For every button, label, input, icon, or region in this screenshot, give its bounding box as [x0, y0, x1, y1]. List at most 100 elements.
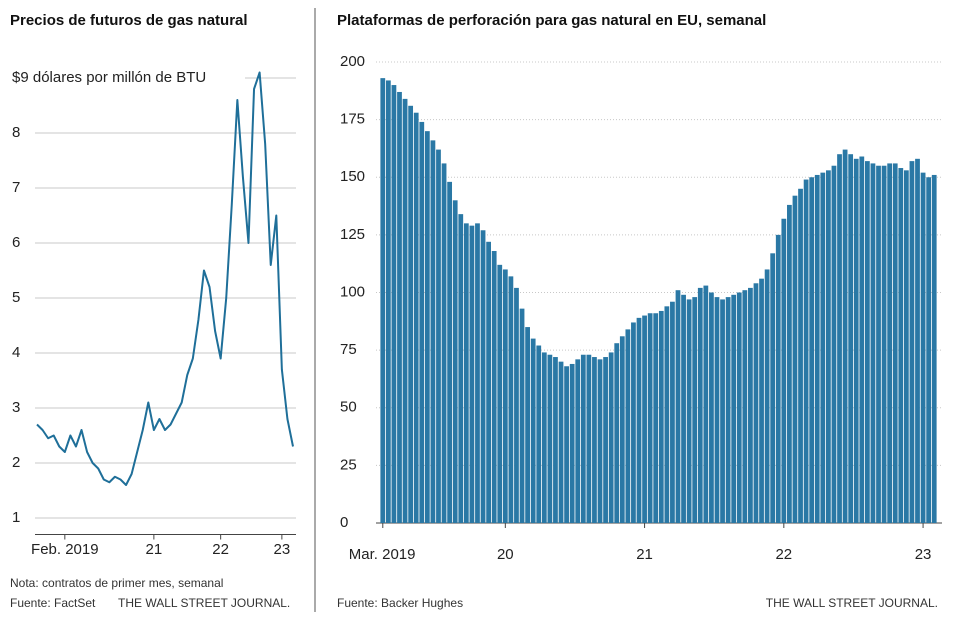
- bar: [541, 352, 547, 523]
- bar: [508, 276, 514, 523]
- y-tick-label: 200: [340, 53, 365, 70]
- bar: [653, 313, 659, 523]
- bar: [670, 301, 675, 523]
- bar: [787, 204, 792, 523]
- y-tick-label: 3: [12, 399, 20, 416]
- bar: [642, 315, 647, 523]
- bar: [692, 297, 698, 523]
- y-tick-label: 25: [340, 456, 357, 473]
- y-tick-label: 8: [12, 124, 20, 141]
- bar: [469, 225, 475, 523]
- bar: [486, 241, 491, 524]
- bar: [720, 299, 725, 523]
- x-tick-label: Feb. 2019: [31, 541, 99, 558]
- bar: [452, 200, 458, 524]
- bar: [536, 345, 542, 523]
- credit: THE WALL STREET JOURNAL.: [766, 596, 938, 610]
- bar: [859, 156, 865, 523]
- bar: [753, 283, 759, 523]
- bar: [820, 172, 826, 523]
- chart-title: Plataformas de perforación para gas natu…: [337, 12, 766, 29]
- bar: [876, 165, 881, 523]
- bar: [714, 297, 720, 523]
- bar: [864, 161, 870, 524]
- y-tick-label: 150: [340, 168, 365, 185]
- bar: [926, 177, 932, 523]
- bar: [397, 91, 402, 523]
- x-tick-label: 22: [212, 541, 229, 558]
- y-tick-label: 0: [340, 514, 348, 531]
- source: Fuente: Backer Hughes: [337, 596, 463, 610]
- chart-title: Precios de futuros de gas natural: [10, 12, 248, 29]
- x-tick-label: Mar. 2019: [349, 546, 416, 563]
- y-tick-label: $9 dólares por millón de BTU: [12, 69, 206, 86]
- bar: [898, 168, 904, 523]
- bar: [853, 158, 859, 523]
- bar: [826, 170, 831, 523]
- bar: [697, 287, 703, 523]
- bar: [848, 154, 854, 523]
- bar: [920, 172, 926, 523]
- bar: [658, 310, 664, 523]
- bar: [909, 161, 915, 524]
- bar: [631, 322, 636, 523]
- bar: [831, 165, 837, 523]
- line: [36, 71, 294, 486]
- bar: [686, 299, 692, 523]
- y-tick-label: 100: [340, 283, 365, 300]
- bar: [385, 80, 391, 523]
- bar: [614, 343, 620, 523]
- bar: [792, 195, 798, 523]
- x-tick-label: 23: [915, 546, 932, 563]
- bar: [463, 223, 469, 523]
- bar: [402, 98, 408, 523]
- bar: [664, 306, 670, 523]
- bar: [748, 287, 753, 523]
- bar: [475, 223, 480, 523]
- bar: [391, 85, 397, 524]
- bar: [597, 359, 603, 523]
- bar: [575, 359, 581, 523]
- bar: [881, 165, 887, 523]
- x-tick-label: 20: [497, 546, 514, 563]
- bar: [497, 264, 503, 523]
- bar: [742, 290, 748, 523]
- bar: [436, 149, 441, 523]
- bar: [525, 327, 530, 523]
- bar: [458, 214, 464, 523]
- bar: [430, 140, 436, 523]
- bar: [514, 287, 519, 523]
- x-tick-label: 21: [636, 546, 653, 563]
- y-tick-label: 175: [340, 111, 365, 128]
- y-tick-label: 1: [12, 509, 20, 526]
- source: Fuente: FactSet: [10, 596, 96, 610]
- bar: [553, 357, 558, 523]
- bar: [681, 294, 686, 523]
- x-tick-label: 23: [274, 541, 291, 558]
- bar: [480, 230, 486, 523]
- bar: [380, 78, 386, 523]
- bar: [564, 366, 569, 523]
- y-tick-label: 75: [340, 341, 357, 358]
- bar: [725, 297, 731, 523]
- bar: [703, 285, 709, 523]
- y-tick-label: 6: [12, 234, 20, 251]
- bar: [837, 154, 842, 523]
- bar: [424, 131, 430, 523]
- bar: [781, 218, 787, 524]
- bar: [636, 317, 642, 523]
- note: Nota: contratos de primer mes, semanal: [10, 576, 223, 590]
- x-tick-label: 21: [146, 541, 163, 558]
- bar: [530, 338, 536, 523]
- bar: [491, 251, 497, 523]
- y-tick-label: 2: [12, 454, 20, 471]
- bar: [441, 163, 447, 524]
- bar: [603, 357, 608, 523]
- bar: [558, 361, 564, 523]
- y-tick-label: 125: [340, 226, 365, 243]
- bar: [586, 354, 592, 523]
- credit: THE WALL STREET JOURNAL.: [118, 596, 290, 610]
- bar: [892, 163, 898, 524]
- bar: [870, 163, 876, 524]
